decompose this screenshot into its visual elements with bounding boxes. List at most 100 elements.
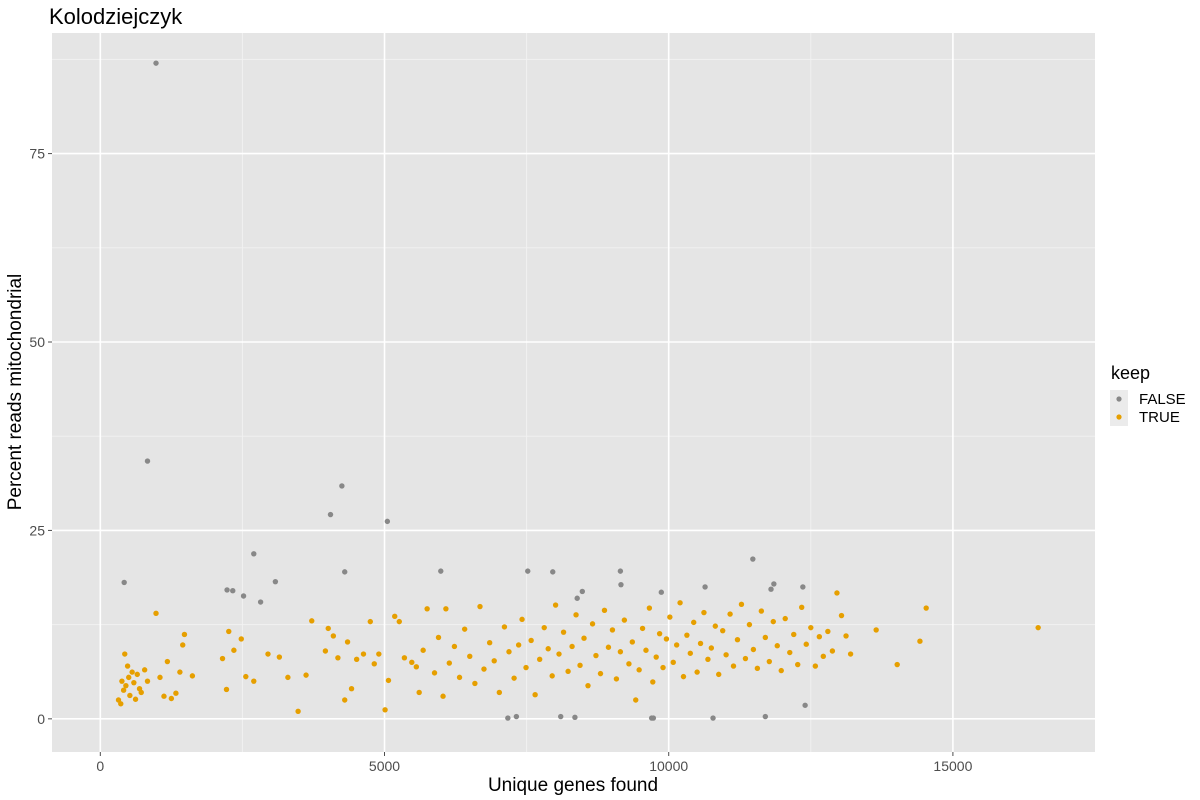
point-true xyxy=(472,680,478,687)
y-tick-label: 25 xyxy=(29,522,45,538)
point-true xyxy=(177,669,183,675)
point-true xyxy=(481,666,487,672)
point-true xyxy=(766,658,773,665)
point-true xyxy=(605,644,612,650)
point-true xyxy=(573,612,579,618)
point-false xyxy=(272,578,279,585)
point-false xyxy=(572,714,578,721)
legend-key-false xyxy=(1116,396,1122,402)
point-true xyxy=(663,636,670,642)
point-true xyxy=(626,661,632,667)
point-true xyxy=(643,647,649,653)
point-true xyxy=(420,647,426,653)
y-axis-ticks: 0 25 50 75 xyxy=(29,146,52,727)
point-true xyxy=(812,663,819,669)
series-true-points xyxy=(115,590,1041,715)
y-tick-label: 75 xyxy=(29,146,45,162)
point-true xyxy=(231,647,237,653)
point-true xyxy=(1035,624,1041,631)
point-true xyxy=(577,662,583,669)
point-true xyxy=(285,674,291,681)
point-false xyxy=(240,593,247,599)
point-true xyxy=(667,614,673,620)
point-true xyxy=(843,633,849,639)
point-true xyxy=(560,629,567,635)
point-false xyxy=(224,587,230,593)
y-tick-label: 50 xyxy=(29,334,45,350)
point-true xyxy=(127,692,133,699)
point-true xyxy=(609,627,616,633)
point-true xyxy=(173,690,179,696)
point-true xyxy=(746,621,753,628)
point-true xyxy=(684,632,690,638)
point-true xyxy=(511,675,517,681)
point-true xyxy=(342,697,348,703)
point-false xyxy=(750,556,756,562)
point-true xyxy=(416,689,422,696)
point-true xyxy=(376,651,382,657)
chart-title: Kolodziejczyk xyxy=(49,4,183,29)
point-false xyxy=(550,569,556,575)
point-false xyxy=(710,715,716,721)
point-true xyxy=(486,640,493,646)
point-false xyxy=(771,581,777,587)
point-true xyxy=(124,663,131,669)
point-true xyxy=(461,626,468,632)
point-true xyxy=(656,630,663,637)
point-true xyxy=(552,602,559,608)
point-true xyxy=(413,664,420,670)
point-true xyxy=(581,635,587,641)
point-true xyxy=(778,667,784,674)
point-false xyxy=(768,586,774,592)
point-true xyxy=(917,638,923,644)
point-true xyxy=(565,668,571,675)
point-true xyxy=(467,653,473,659)
point-false xyxy=(579,588,586,595)
point-false xyxy=(800,584,806,590)
point-true xyxy=(697,640,704,647)
plot-panel xyxy=(52,33,1095,752)
point-true xyxy=(723,652,729,658)
point-true xyxy=(168,695,175,702)
point-true xyxy=(825,628,831,635)
point-true xyxy=(435,634,442,641)
point-true xyxy=(894,661,900,668)
point-true xyxy=(440,693,446,699)
point-true xyxy=(549,673,555,679)
point-true xyxy=(694,669,700,675)
point-true xyxy=(816,633,823,640)
point-true xyxy=(727,611,733,617)
point-true xyxy=(838,612,845,619)
point-true xyxy=(131,679,137,686)
point-true xyxy=(424,606,430,612)
point-true xyxy=(799,604,805,610)
point-true xyxy=(629,639,636,645)
point-true xyxy=(243,673,249,680)
point-true xyxy=(762,634,769,641)
point-true xyxy=(123,682,129,689)
point-true xyxy=(120,687,127,693)
point-false xyxy=(574,595,580,601)
point-true xyxy=(873,627,879,633)
point-false xyxy=(327,511,334,518)
point-true xyxy=(730,663,737,669)
point-true xyxy=(536,656,543,662)
point-true xyxy=(545,646,551,652)
point-true xyxy=(161,693,167,699)
point-true xyxy=(829,648,836,654)
point-true xyxy=(119,678,125,684)
point-false xyxy=(339,483,345,489)
point-true xyxy=(348,685,355,692)
point-true xyxy=(295,708,301,715)
point-false xyxy=(230,588,236,594)
point-true xyxy=(633,697,639,703)
point-true xyxy=(371,661,377,667)
point-true xyxy=(528,637,534,644)
x-tick-label: 0 xyxy=(96,758,104,774)
point-true xyxy=(660,664,666,671)
point-true xyxy=(720,627,726,634)
point-true xyxy=(477,603,483,610)
point-true xyxy=(219,655,226,662)
point-true xyxy=(691,619,697,626)
point-true xyxy=(808,624,814,631)
